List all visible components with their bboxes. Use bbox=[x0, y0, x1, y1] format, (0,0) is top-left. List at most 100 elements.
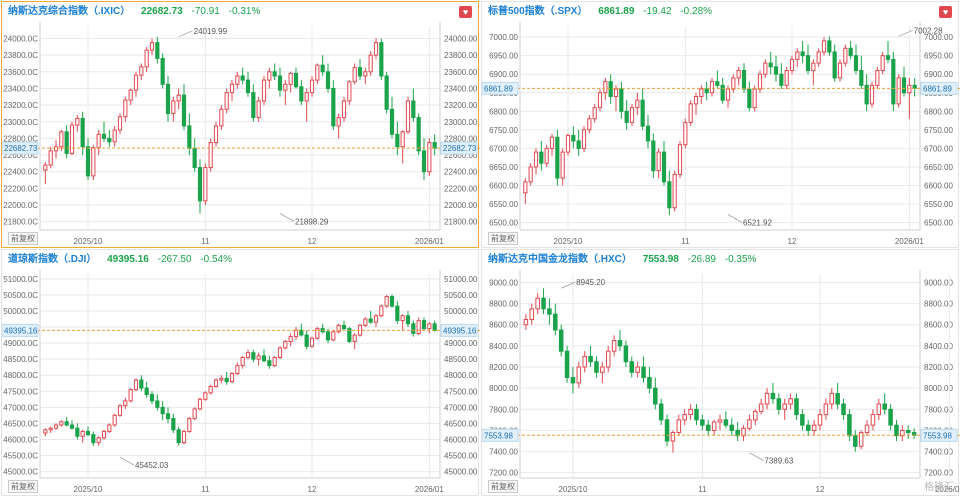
candle[interactable] bbox=[405, 96, 411, 135]
candle[interactable] bbox=[587, 115, 592, 134]
candle[interactable] bbox=[882, 393, 887, 415]
candle[interactable] bbox=[858, 430, 864, 450]
candle[interactable] bbox=[315, 63, 320, 85]
candle[interactable] bbox=[389, 294, 395, 308]
candle[interactable] bbox=[325, 63, 331, 93]
candle[interactable] bbox=[656, 148, 661, 179]
candle[interactable] bbox=[320, 55, 325, 76]
candle[interactable] bbox=[581, 126, 587, 153]
candle[interactable] bbox=[107, 423, 112, 434]
candle[interactable] bbox=[693, 92, 699, 116]
candle[interactable] bbox=[835, 382, 840, 410]
candle[interactable] bbox=[384, 294, 389, 308]
candle[interactable] bbox=[661, 140, 667, 186]
candle[interactable] bbox=[192, 407, 197, 421]
candle[interactable] bbox=[432, 134, 437, 156]
candle[interactable] bbox=[723, 411, 729, 429]
candle[interactable] bbox=[523, 178, 528, 205]
candle[interactable] bbox=[240, 67, 245, 85]
candle[interactable] bbox=[53, 140, 59, 159]
candle[interactable] bbox=[91, 431, 96, 446]
candle[interactable] bbox=[64, 416, 69, 427]
candle[interactable] bbox=[847, 409, 852, 442]
candle[interactable] bbox=[576, 129, 581, 156]
candle[interactable] bbox=[853, 44, 859, 75]
candle[interactable] bbox=[293, 327, 299, 340]
chart-panel-spx[interactable]: 标普500指数（.SPX） 6861.89 -19.42 -0.28% ♥ 70… bbox=[481, 1, 960, 248]
candle[interactable] bbox=[608, 74, 613, 104]
candle[interactable] bbox=[80, 429, 85, 443]
candle[interactable] bbox=[128, 388, 133, 403]
candle[interactable] bbox=[128, 88, 133, 106]
candle[interactable] bbox=[829, 388, 835, 410]
candle[interactable] bbox=[416, 113, 421, 156]
candle[interactable] bbox=[288, 71, 293, 93]
candle[interactable] bbox=[315, 327, 320, 340]
candle[interactable] bbox=[181, 429, 187, 445]
candle[interactable] bbox=[256, 352, 261, 366]
candle[interactable] bbox=[91, 145, 96, 181]
candle[interactable] bbox=[331, 80, 336, 131]
candle[interactable] bbox=[640, 89, 645, 130]
candle[interactable] bbox=[235, 362, 240, 376]
candle[interactable] bbox=[427, 322, 432, 334]
candle[interactable] bbox=[357, 59, 363, 81]
candle[interactable] bbox=[117, 113, 123, 135]
candle[interactable] bbox=[347, 80, 352, 106]
candle[interactable] bbox=[709, 77, 715, 97]
candle[interactable] bbox=[570, 367, 576, 394]
candle[interactable] bbox=[619, 81, 624, 119]
candle[interactable] bbox=[368, 310, 373, 324]
candle[interactable] bbox=[694, 404, 699, 426]
candle[interactable] bbox=[805, 419, 811, 436]
candle[interactable] bbox=[59, 420, 64, 427]
candle[interactable] bbox=[912, 77, 917, 97]
candle[interactable] bbox=[325, 328, 331, 344]
candle[interactable] bbox=[715, 70, 720, 90]
candle[interactable] bbox=[821, 37, 827, 56]
candle[interactable] bbox=[870, 409, 876, 431]
candle[interactable] bbox=[187, 113, 192, 156]
candle[interactable] bbox=[96, 130, 101, 156]
candle[interactable] bbox=[869, 81, 875, 108]
candle[interactable] bbox=[112, 125, 117, 147]
candle[interactable] bbox=[251, 84, 256, 122]
candle[interactable] bbox=[676, 414, 682, 436]
candle[interactable] bbox=[256, 96, 261, 122]
candle[interactable] bbox=[603, 77, 608, 101]
candlestick-chart[interactable]: 24000.0C 24000.00 23800.0C 23800.00 23600.0C… bbox=[2, 2, 480, 249]
candle[interactable] bbox=[277, 346, 283, 360]
candle[interactable] bbox=[213, 378, 219, 389]
chart-panel-ixic[interactable]: 纳斯达克综合指数（.IXIC） 22682.73 -70.91 -0.31% ♥… bbox=[1, 1, 480, 249]
candle[interactable] bbox=[731, 74, 736, 93]
candle[interactable] bbox=[547, 298, 552, 325]
candle[interactable] bbox=[788, 393, 793, 410]
candle[interactable] bbox=[837, 59, 843, 82]
candle[interactable] bbox=[717, 414, 723, 431]
candle[interactable] bbox=[160, 400, 165, 421]
candle[interactable] bbox=[75, 115, 80, 132]
candle[interactable] bbox=[208, 384, 213, 395]
adjustment-badge[interactable]: 前复权 bbox=[8, 480, 38, 493]
candle[interactable] bbox=[245, 71, 251, 97]
adjustment-badge[interactable]: 前复权 bbox=[488, 232, 518, 245]
candle[interactable] bbox=[69, 121, 75, 156]
candle[interactable] bbox=[176, 88, 181, 110]
candle[interactable] bbox=[859, 55, 864, 90]
candle[interactable] bbox=[611, 335, 617, 357]
candle[interactable] bbox=[641, 356, 646, 383]
candle[interactable] bbox=[629, 103, 635, 127]
candle[interactable] bbox=[299, 323, 304, 337]
candle[interactable] bbox=[43, 161, 48, 185]
candle[interactable] bbox=[421, 317, 427, 331]
candle[interactable] bbox=[688, 100, 693, 127]
candle[interactable] bbox=[267, 355, 272, 369]
candle[interactable] bbox=[85, 138, 91, 181]
candle[interactable] bbox=[245, 349, 251, 360]
candle[interactable] bbox=[789, 55, 795, 75]
candle[interactable] bbox=[794, 393, 799, 420]
candle[interactable] bbox=[905, 425, 911, 439]
candle[interactable] bbox=[600, 361, 605, 383]
candle[interactable] bbox=[729, 417, 735, 436]
candle[interactable] bbox=[544, 144, 549, 167]
